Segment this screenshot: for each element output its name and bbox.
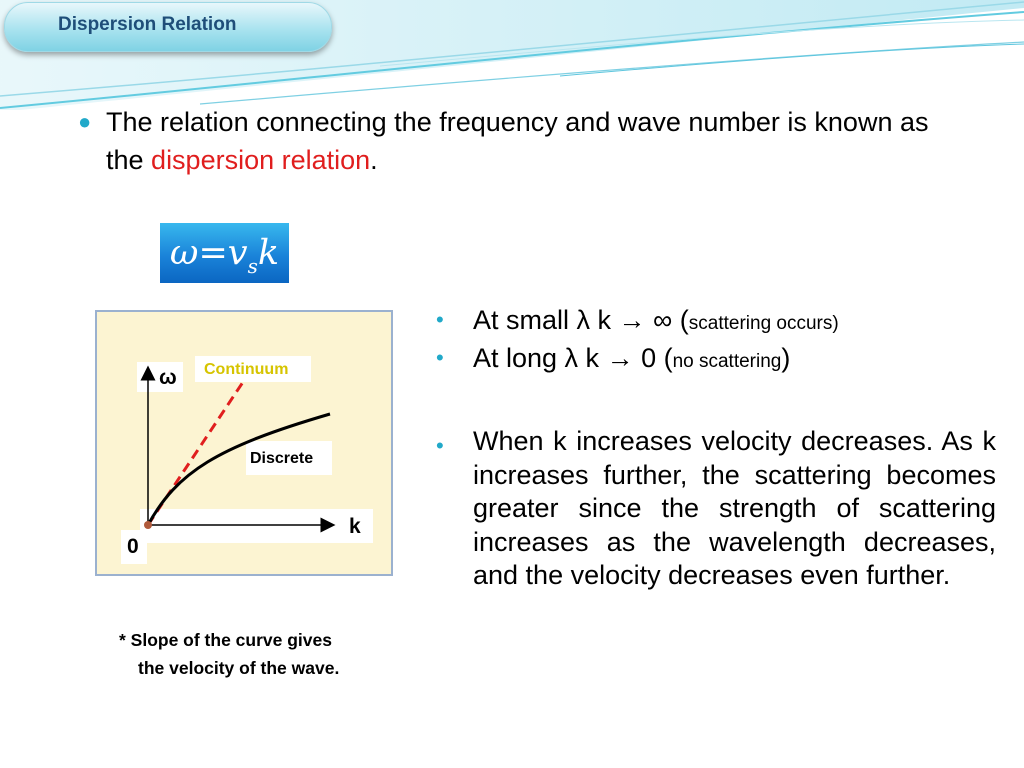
y-axis-label: ω (159, 366, 177, 389)
bullet-dot-icon: ● (78, 109, 92, 134)
formula-k: k (257, 233, 280, 273)
origin-point (144, 521, 152, 529)
series-label-continuum: Continuum (204, 361, 288, 378)
slope-note: * Slope of the curve gives the velocity … (119, 626, 339, 682)
intro-text-before: The relation connecting the frequency an… (106, 107, 929, 175)
right-bullet-list: • At small λ k → ∞ (scattering occurs) • A… (436, 302, 996, 593)
bullet-small-lambda-text: At small λ k → ∞ ( (473, 305, 689, 335)
slide-title: Dispersion Relation (58, 14, 237, 35)
x-axis-label: k (349, 515, 361, 538)
formula-equals: = (198, 233, 228, 273)
slope-note-line1: * Slope of the curve gives (119, 630, 332, 650)
series-discrete-curve (146, 412, 331, 526)
discrete-label-bg (246, 441, 332, 475)
bullet-dot-icon: • (436, 307, 444, 332)
dispersion-plot-frame: ω k 0 Continuum Discrete (95, 310, 393, 576)
bullet-small-lambda-note: scattering occurs) (688, 313, 839, 334)
intro-highlight: dispersion relation (151, 145, 371, 175)
formula-v: v (227, 233, 248, 273)
dispersion-formula: ω=vsk (160, 223, 289, 283)
bullet-velocity: • When k increases velocity decreases. A… (436, 425, 996, 593)
dispersion-plot: ω k 0 Continuum Discrete (121, 356, 373, 564)
axis-band-bg (140, 509, 373, 543)
series-continuum-line (146, 381, 245, 526)
bullet-long-lambda: • At long λ k → 0 (no scattering) (436, 340, 996, 376)
bullet-long-lambda-end: ) (781, 343, 791, 373)
intro-text: The relation connecting the frequency an… (106, 103, 956, 179)
bullet-dot-icon: • (436, 345, 444, 370)
series-label-discrete: Discrete (250, 450, 313, 467)
bullet-long-lambda-note: no scattering (672, 351, 782, 372)
origin-label: 0 (127, 535, 139, 558)
bullet-dot-icon: • (436, 433, 444, 458)
intro-text-after: . (370, 145, 378, 175)
bullet-velocity-text: When k increases velocity decreases. As … (473, 426, 996, 590)
formula-omega: ω (169, 233, 199, 273)
slope-note-line2: the velocity of the wave. (138, 658, 340, 678)
formula-subscript: s (247, 254, 258, 278)
title-banner (4, 2, 332, 52)
origin-label-bg (121, 530, 147, 564)
bullet-small-lambda: • At small λ k → ∞ (scattering occurs) (436, 302, 996, 338)
continuum-label-bg (195, 356, 311, 382)
bullet-long-lambda-text: At long λ k → 0 ( (473, 343, 673, 373)
